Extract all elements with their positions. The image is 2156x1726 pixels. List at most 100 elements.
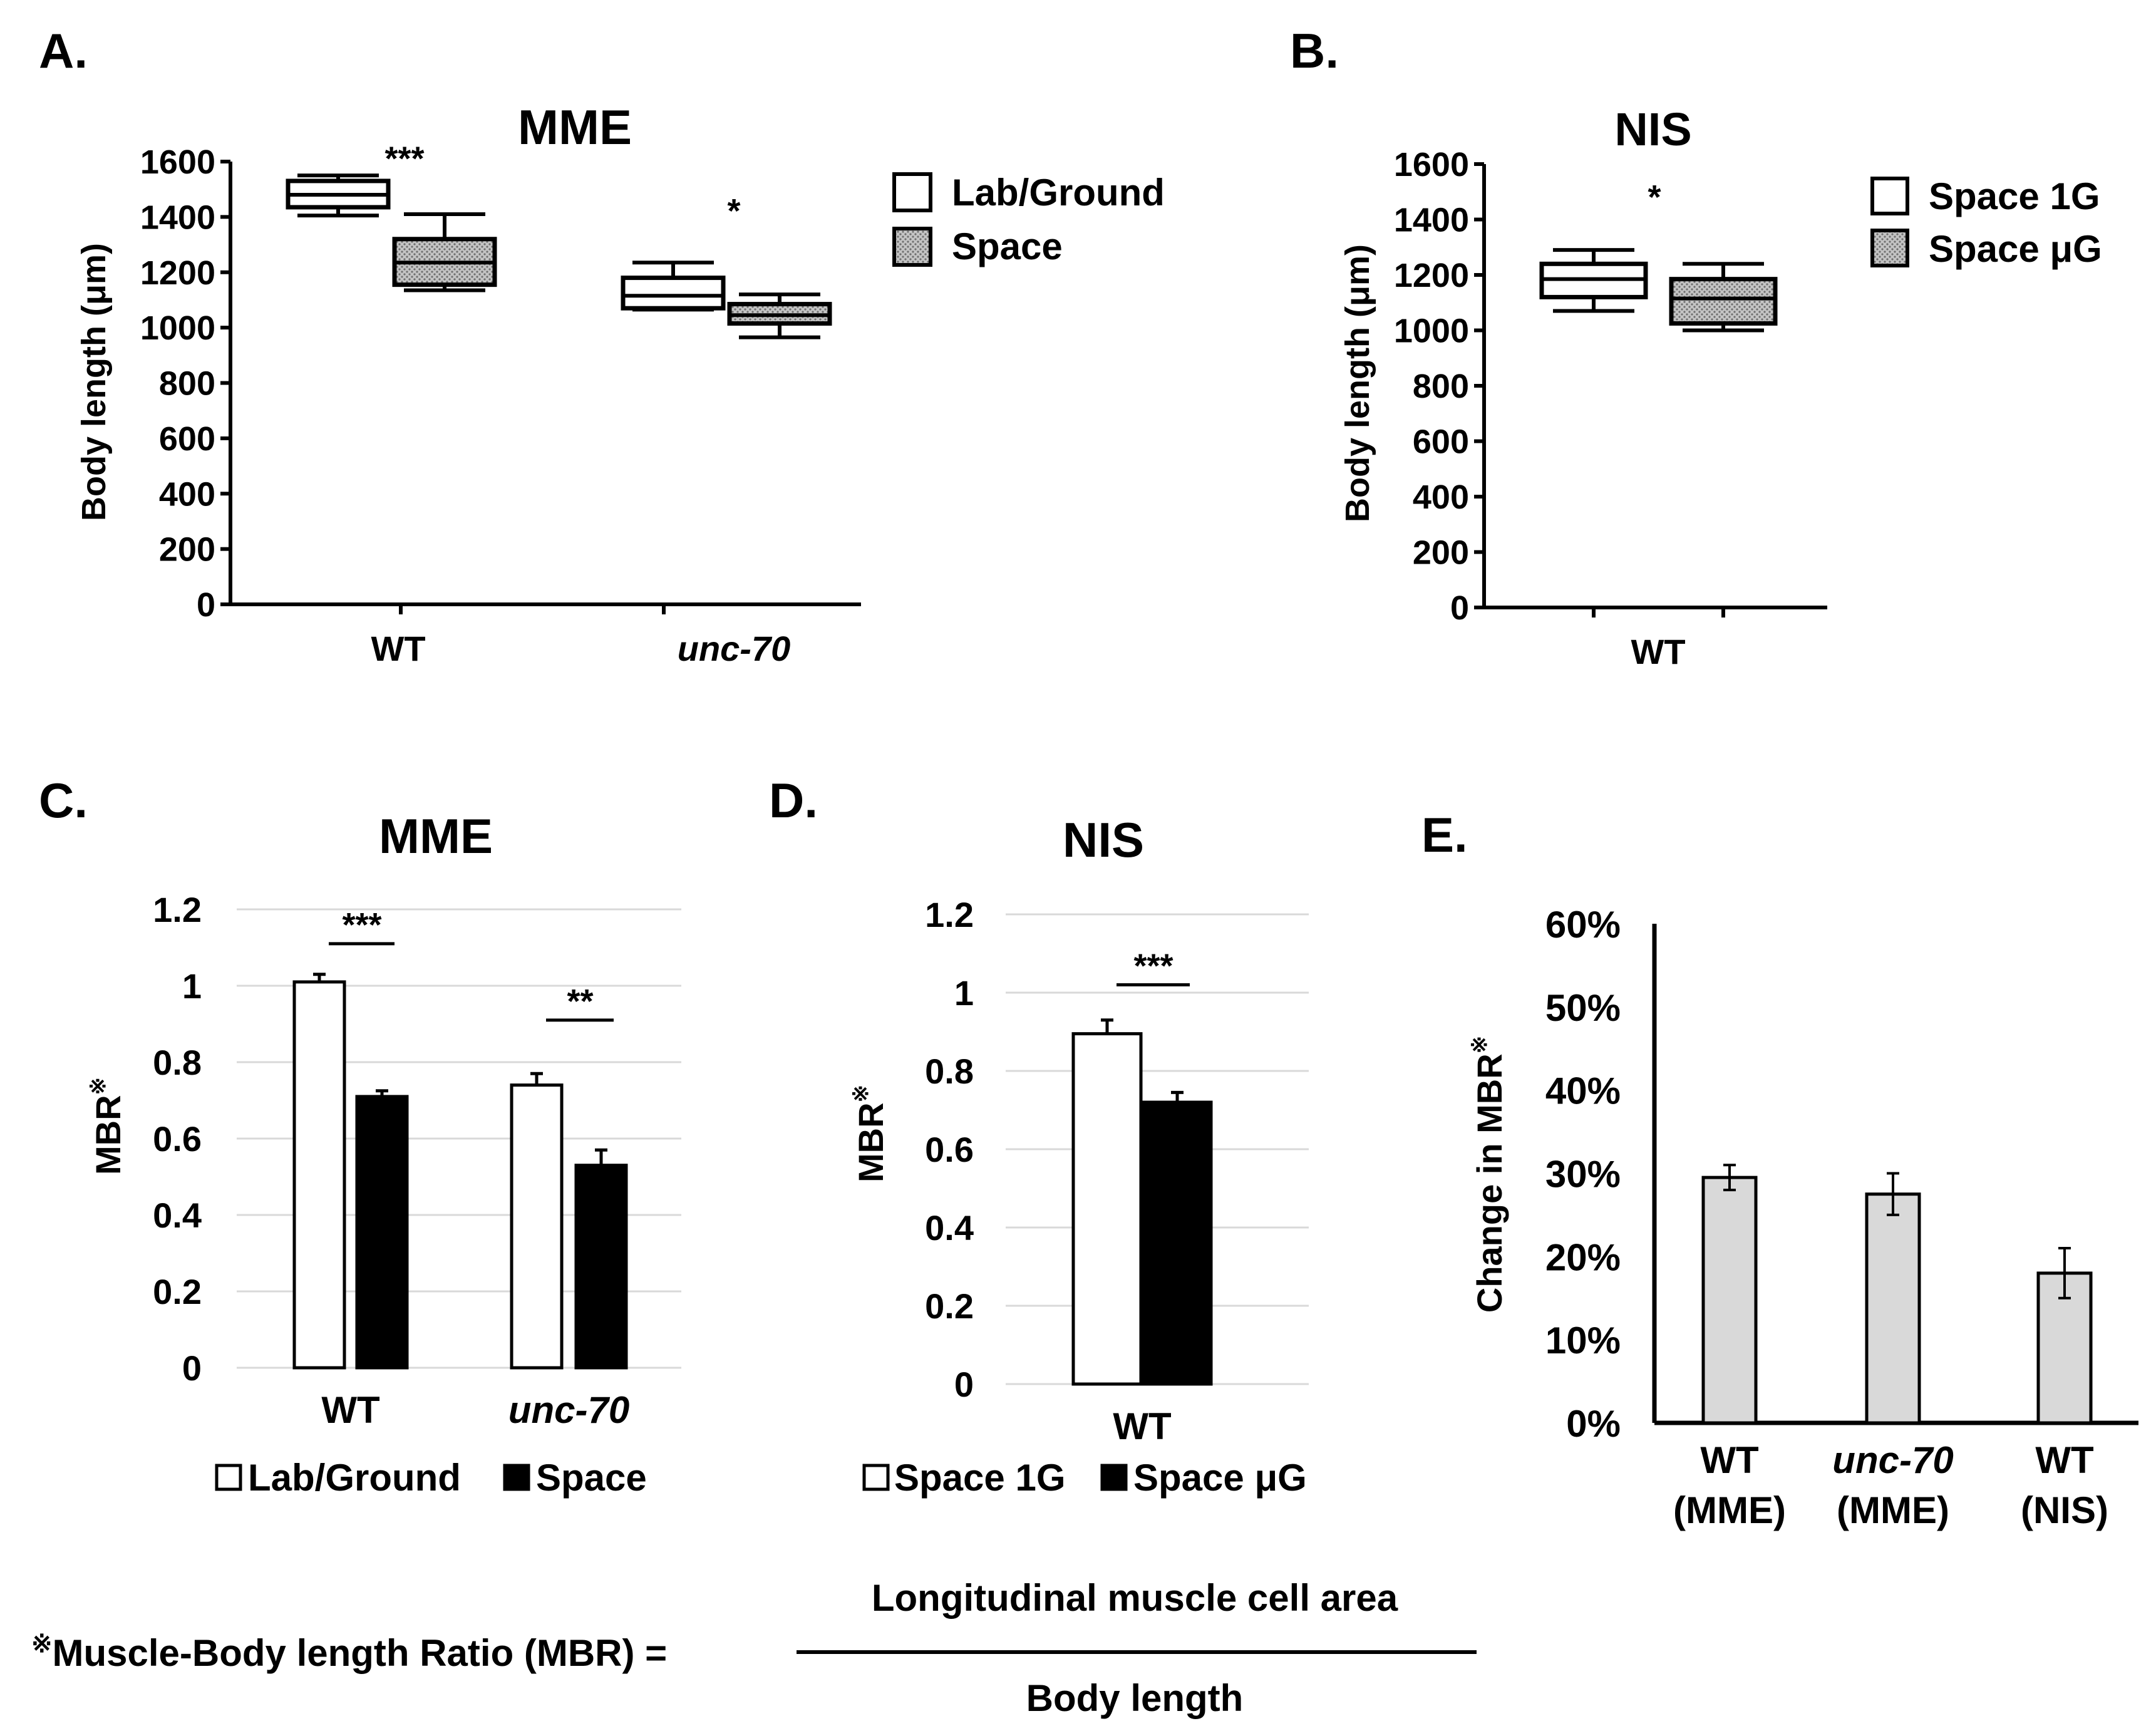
legend-swatch-lab-ground	[892, 172, 932, 212]
formula-denominator: Body length	[1026, 1677, 1244, 1719]
panel-d-y-axis-label: MBR※	[849, 1085, 890, 1182]
x-category-label: unc-70	[508, 1389, 629, 1431]
x-category-label: WT	[1700, 1439, 1758, 1481]
formula-lhs: ※Muscle-Body length Ratio (MBR) =	[31, 1630, 667, 1674]
legend-label-space-1g: Space 1G	[1929, 175, 2100, 217]
panel-a-chart: 0 200 400 600 800 1000 1200 1400 1600 *** WT * unc-7…	[140, 140, 861, 668]
significance-label: ***	[1133, 948, 1173, 985]
y-tick-label: 0	[954, 1365, 974, 1404]
y-tick-label: 400	[1413, 478, 1469, 516]
panel-label-a: A.	[39, 23, 88, 78]
y-tick-label: 1000	[1394, 313, 1469, 350]
y-tick-label: 1000	[140, 309, 215, 347]
panel-d-y-axis-mark: ※	[849, 1085, 873, 1103]
y-tick-label: 0.6	[153, 1119, 202, 1159]
panel-label-b: B.	[1290, 23, 1339, 78]
panel-label-c: C.	[39, 773, 88, 828]
y-tick-label: 1600	[1394, 146, 1469, 183]
significance-label: ***	[384, 140, 424, 177]
y-tick-label: 1.2	[153, 890, 202, 929]
y-tick-label: 1	[954, 973, 974, 1013]
panel-b-title: NIS	[1614, 103, 1691, 155]
x-category-label: WT	[1113, 1405, 1171, 1447]
legend-label-space: Space	[952, 225, 1063, 267]
bar-unc-70-lab-ground	[510, 1083, 564, 1370]
y-tick-label: 0	[197, 586, 215, 624]
bar-wt-space-g	[1142, 1100, 1213, 1386]
significance-label: *	[1648, 178, 1661, 216]
bar-wt-space	[355, 1095, 409, 1370]
legend-swatch-space	[892, 227, 932, 267]
legend-swatch-space-1g-d	[862, 1464, 890, 1491]
legend-swatch-space-ug-d	[1100, 1464, 1128, 1491]
y-tick-label: 0.4	[153, 1196, 202, 1235]
y-tick-label: 50%	[1545, 987, 1621, 1029]
y-tick-label: 0.8	[925, 1052, 974, 1091]
bar-wt-lab-ground	[292, 980, 346, 1370]
significance-label: ***	[342, 906, 381, 944]
legend-swatch-space-ug	[1870, 229, 1909, 267]
panel-a-legend: Lab/Ground Space	[892, 172, 1165, 267]
panel-c-y-axis-mark: ※	[86, 1077, 110, 1095]
x-category-label: WT	[2035, 1439, 2093, 1481]
panel-c-y-axis-label: MBR※	[86, 1077, 128, 1175]
y-tick-label: 40%	[1545, 1070, 1621, 1112]
y-tick-label: 0	[182, 1348, 202, 1388]
x-category-sublabel: (MME)	[1673, 1489, 1786, 1531]
box-wt-space-g	[1669, 277, 1778, 326]
y-tick-label: 1	[182, 966, 202, 1006]
y-tick-label: 600	[159, 420, 215, 458]
legend-label-space-ug: Space μG	[1929, 228, 2102, 270]
y-tick-label: 1600	[140, 143, 215, 181]
panel-c-chart: 0 0.2 0.4 0.6 0.8 1 1.2 *** WT ** unc-70	[153, 890, 681, 1431]
legend-swatch-space-c	[503, 1464, 530, 1491]
panel-e-y-axis-text: Change in MBR	[1470, 1053, 1509, 1313]
legend-label-space-ug-d: Space μG	[1133, 1457, 1307, 1499]
legend-label-space-1g-d: Space 1G	[894, 1457, 1066, 1499]
y-tick-label: 400	[159, 475, 215, 513]
y-tick-label: 1400	[1394, 202, 1469, 239]
formula-numerator: Longitudinal muscle cell area	[872, 1577, 1398, 1619]
y-tick-label: 0	[1450, 589, 1469, 627]
panel-d-chart: 0 0.2 0.4 0.6 0.8 1 1.2 *** WT	[925, 895, 1309, 1447]
panel-a-y-axis-label: Body length (μm)	[75, 243, 113, 521]
x-category-label: WT	[371, 629, 425, 668]
y-tick-label: 800	[159, 365, 215, 403]
legend-swatch-space-1g	[1870, 177, 1909, 215]
x-category-label: WT	[321, 1389, 379, 1431]
legend-label-space-c: Space	[536, 1457, 647, 1499]
x-category-sublabel: (NIS)	[2021, 1489, 2108, 1531]
legend-swatch-lab-ground-c	[215, 1464, 242, 1491]
y-tick-label: 0.2	[925, 1286, 974, 1326]
panel-c-y-axis-text: MBR	[88, 1095, 128, 1175]
y-tick-label: 800	[1413, 368, 1469, 405]
x-category-label: WT	[1631, 632, 1685, 671]
x-category-sublabel: (MME)	[1837, 1489, 1949, 1531]
y-tick-label: 1200	[140, 254, 215, 292]
panel-label-e: E.	[1421, 807, 1468, 862]
x-category-label: unc-70	[678, 629, 791, 668]
y-tick-label: 0%	[1566, 1403, 1621, 1445]
bar-wt-space-1g	[1071, 1032, 1143, 1386]
panel-e-y-axis-label: Change in MBR※	[1468, 1036, 1509, 1313]
bar-unc-70-mme	[1865, 1192, 1921, 1425]
y-tick-label: 1400	[140, 199, 215, 236]
panel-e-chart: 0% 10% 20% 30% 40% 50% 60% WT (MME) unc-70 (MME) WT…	[1545, 904, 2138, 1531]
panel-label-d: D.	[769, 773, 818, 828]
legend-label-lab-ground-c: Lab/Ground	[248, 1457, 461, 1499]
legend-label-lab-ground: Lab/Ground	[952, 172, 1165, 214]
mbr-formula: ※Muscle-Body length Ratio (MBR) = Longit…	[31, 1577, 1477, 1719]
panel-b-legend: Space 1G Space μG	[1870, 175, 2102, 270]
x-category-label: unc-70	[1832, 1439, 1953, 1481]
y-tick-label: 10%	[1545, 1320, 1621, 1362]
panel-d-y-axis-text: MBR	[851, 1102, 890, 1182]
panel-d-title: NIS	[1063, 812, 1144, 867]
significance-label: **	[567, 983, 593, 1020]
panel-d-legend: Space 1G Space μG	[862, 1457, 1307, 1499]
box-unc-70-lab-ground	[621, 276, 726, 311]
y-tick-label: 30%	[1545, 1154, 1621, 1196]
formula-mark: ※	[31, 1630, 53, 1658]
y-tick-label: 0.4	[925, 1208, 974, 1248]
bar-unc-70-space	[574, 1164, 628, 1370]
